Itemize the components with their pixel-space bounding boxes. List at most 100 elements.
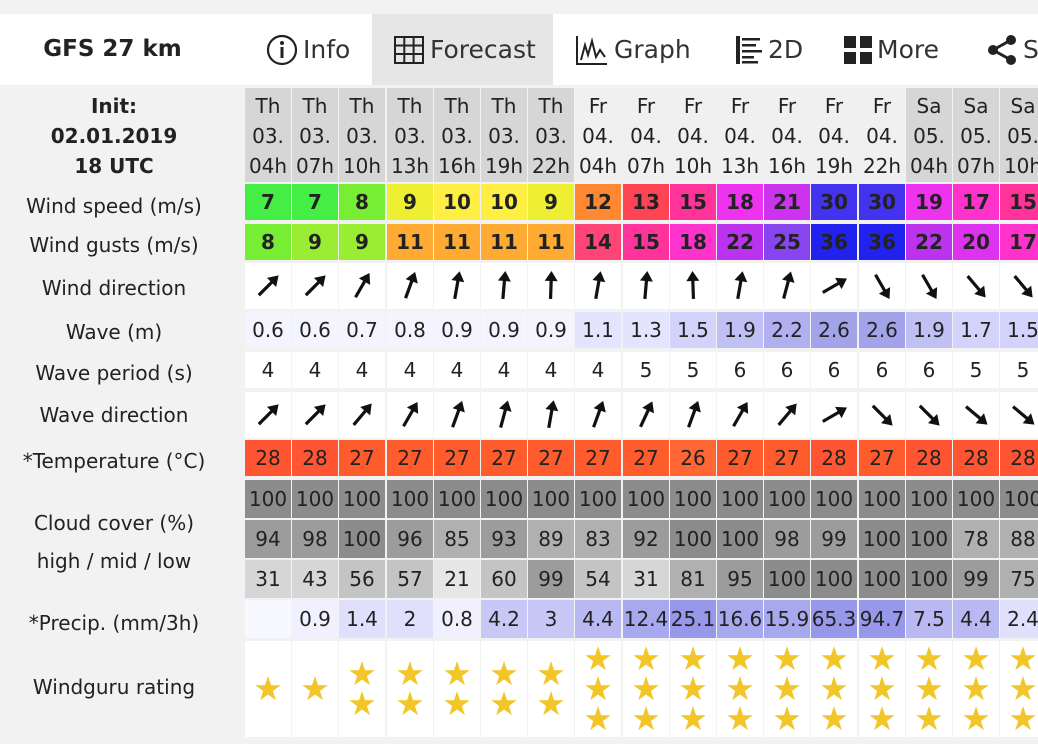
wind-gust-cell: 18 — [670, 224, 716, 260]
cloud-mid-cell: 99 — [811, 520, 857, 558]
wave-cell: 1.9 — [717, 312, 763, 348]
wave-direction-cell — [339, 392, 385, 438]
cloud-low-cell: 21 — [434, 560, 480, 598]
wind-speed-cell: 7 — [245, 184, 291, 220]
wave-cell: 1.9 — [906, 312, 952, 348]
cloud-mid-cell: 98 — [292, 520, 338, 558]
star-icon: ★ — [725, 669, 755, 708]
tab-forecast[interactable]: Forecast — [372, 14, 553, 85]
wind-gust-cell: 17 — [1000, 224, 1038, 260]
wave-period-cell: 4 — [434, 352, 480, 388]
header-hour: 16h — [767, 154, 807, 178]
header-hour: 07h — [295, 154, 335, 178]
star-icon: ★ — [1008, 669, 1038, 708]
wind-speed-cell: 13 — [623, 184, 669, 220]
header-hour: 07h — [626, 154, 666, 178]
header-day: Fr — [683, 94, 703, 118]
wind-direction-cell — [339, 263, 385, 309]
cloud-mid-cell: 100 — [906, 520, 952, 558]
label-wind-direction: Wind direction — [41, 276, 187, 300]
wave-period-cell: 6 — [811, 352, 857, 388]
wind-gust-cell: 11 — [434, 224, 480, 260]
temperature-cell: 27 — [859, 440, 905, 476]
temperature-cell: 27 — [387, 440, 433, 476]
wind-gust-cell: 25 — [764, 224, 810, 260]
wind-speed-cell: 15 — [1000, 184, 1038, 220]
star-icon: ★ — [725, 699, 755, 738]
top-bar: GFS 27 km Info Forecast Graph 2D More S — [0, 14, 1038, 85]
tab-2d[interactable]: 2D — [734, 14, 803, 85]
direction-arrow-icon — [1013, 275, 1033, 298]
header-day: Fr — [872, 94, 892, 118]
cloud-low-cell: 81 — [670, 560, 716, 598]
wind-gust-cell: 20 — [953, 224, 999, 260]
direction-arrow-icon — [404, 271, 418, 299]
cloud-high-cell: 100 — [245, 480, 291, 518]
tab-graph[interactable]: Graph — [574, 14, 691, 85]
header-date: 04. — [677, 124, 709, 148]
wave-period-cell: 5 — [623, 352, 669, 388]
tab-more-label: More — [877, 35, 939, 64]
precip-cell — [245, 600, 291, 638]
label-wave: Wave (m) — [65, 320, 163, 344]
wave-direction-cell — [292, 392, 338, 438]
wave-cell: 2.6 — [859, 312, 905, 348]
cloud-mid-cell: 94 — [245, 520, 291, 558]
cloud-low-cell: 57 — [387, 560, 433, 598]
rating-cell: ★ ★ ★ — [764, 641, 810, 737]
temperature-cell: 26 — [670, 440, 716, 476]
direction-arrow-icon — [451, 271, 465, 300]
cloud-high-cell: 100 — [717, 480, 763, 518]
cloud-low-cell: 60 — [481, 560, 527, 598]
temperature-cell: 28 — [811, 440, 857, 476]
direction-arrow-icon — [592, 400, 606, 428]
wave-period-cell: 4 — [528, 352, 574, 388]
header-day: Sa — [916, 94, 942, 118]
direction-arrow-icon — [304, 275, 326, 297]
rating-cell: ★ ★ ★ — [1000, 641, 1038, 737]
wave-cell: 1.5 — [670, 312, 716, 348]
star-icon: ★ — [536, 684, 566, 723]
wave-cell: 0.6 — [292, 312, 338, 348]
tab-more[interactable]: More — [843, 14, 939, 85]
header-day: Th — [255, 94, 281, 118]
star-icon: ★ — [347, 684, 377, 723]
precip-cell: 4.2 — [481, 600, 527, 638]
wind-speed-cell: 7 — [292, 184, 338, 220]
tab-share[interactable]: S — [985, 14, 1038, 85]
header-date: 04. — [724, 124, 756, 148]
label-wind-gusts: Wind gusts (m/s) — [29, 233, 199, 257]
wave-cell: 0.9 — [434, 312, 480, 348]
wave-direction-cell — [670, 392, 716, 438]
label-temperature: *Temperature (°C) — [22, 449, 206, 473]
wave-cell: 2.2 — [764, 312, 810, 348]
label-wave-direction: Wave direction — [39, 403, 189, 427]
cloud-low-cell: 100 — [859, 560, 905, 598]
direction-arrow-icon — [871, 404, 893, 426]
tab-info[interactable]: Info — [265, 14, 350, 85]
model-name[interactable]: GFS 27 km — [43, 36, 182, 62]
wind-direction-cell — [481, 263, 527, 309]
star-icon: ★ — [300, 669, 330, 708]
precip-cell: 12.4 — [623, 600, 669, 638]
direction-arrow-icon — [921, 273, 938, 299]
header-date: 03. — [252, 124, 284, 148]
wave-direction-cell — [1000, 392, 1038, 438]
header-day: Sa — [963, 94, 989, 118]
wind-speed-cell: 12 — [575, 184, 621, 220]
direction-arrow-icon — [966, 275, 986, 298]
tab-info-label: Info — [303, 35, 351, 64]
label-wind-speed: Wind speed (m/s) — [26, 194, 202, 218]
header-date: 05. — [1007, 124, 1038, 148]
time-header: Th 03. 19h — [481, 88, 527, 182]
star-icon: ★ — [961, 639, 991, 678]
rating-cell: ★ — [245, 641, 291, 737]
star-icon: ★ — [819, 639, 849, 678]
rating-cell: ★ ★ — [528, 641, 574, 737]
time-header: Th 03. 04h — [245, 88, 291, 182]
wind-direction-cell — [953, 263, 999, 309]
direction-arrow-icon — [352, 403, 372, 426]
init-time: 18 UTC — [74, 154, 154, 178]
rating-cell: ★ ★ ★ — [953, 641, 999, 737]
wind-gust-cell: 8 — [245, 224, 291, 260]
